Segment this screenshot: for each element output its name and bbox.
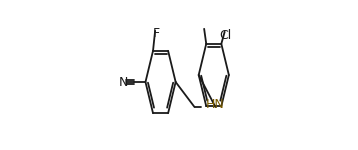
Text: Cl: Cl <box>219 29 232 42</box>
Text: F: F <box>153 27 160 40</box>
Text: N: N <box>119 75 129 88</box>
Text: HN: HN <box>206 98 224 111</box>
